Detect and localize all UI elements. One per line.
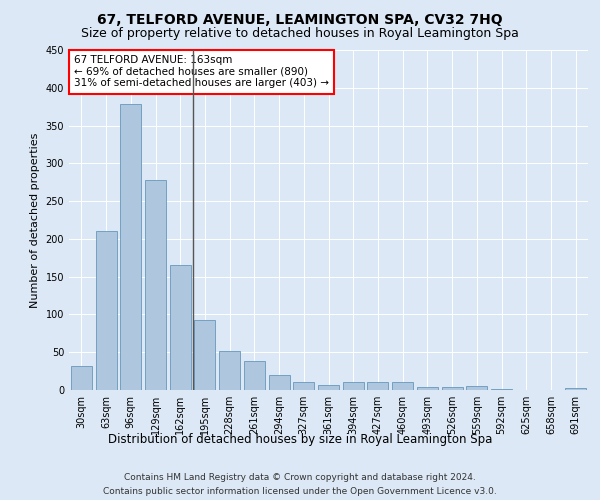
Bar [95, 232, 116, 390]
Bar [392, 382, 413, 390]
Bar [318, 386, 339, 390]
Bar [244, 360, 265, 390]
Bar [71, 366, 92, 390]
Bar [170, 266, 191, 390]
Bar [466, 386, 487, 390]
Bar [417, 387, 438, 390]
Bar [120, 104, 141, 390]
Text: 67 TELFORD AVENUE: 163sqm
← 69% of detached houses are smaller (890)
31% of semi: 67 TELFORD AVENUE: 163sqm ← 69% of detac… [74, 55, 329, 88]
Y-axis label: Number of detached properties: Number of detached properties [30, 132, 40, 308]
Bar [293, 382, 314, 390]
Bar [343, 382, 364, 390]
Bar [219, 352, 240, 390]
Bar [269, 375, 290, 390]
Bar [194, 320, 215, 390]
Bar [442, 387, 463, 390]
Text: Distribution of detached houses by size in Royal Leamington Spa: Distribution of detached houses by size … [108, 432, 492, 446]
Text: Contains public sector information licensed under the Open Government Licence v3: Contains public sector information licen… [103, 488, 497, 496]
Bar [367, 382, 388, 390]
Bar [145, 180, 166, 390]
Text: 67, TELFORD AVENUE, LEAMINGTON SPA, CV32 7HQ: 67, TELFORD AVENUE, LEAMINGTON SPA, CV32… [97, 12, 503, 26]
Bar [491, 389, 512, 390]
Text: Contains HM Land Registry data © Crown copyright and database right 2024.: Contains HM Land Registry data © Crown c… [124, 472, 476, 482]
Bar [565, 388, 586, 390]
Text: Size of property relative to detached houses in Royal Leamington Spa: Size of property relative to detached ho… [81, 28, 519, 40]
